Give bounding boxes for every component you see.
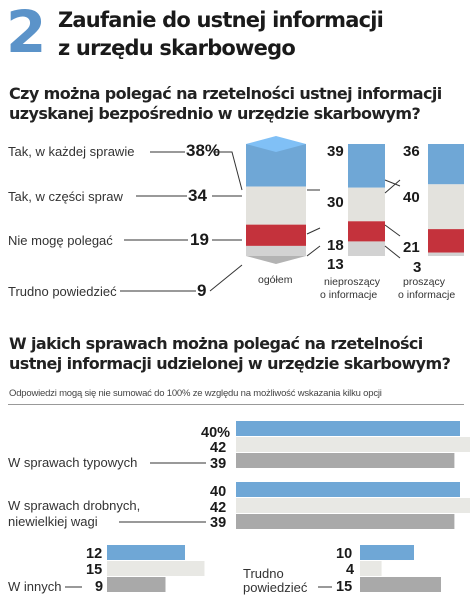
value-hard-1: 10 — [336, 546, 352, 562]
col3-label-some-cases: 40 — [403, 189, 420, 206]
question-1-line2: uzyskanej bezpośrednio w urzędzie skarbo… — [9, 104, 421, 123]
category-label-not-asking-1: nieproszący — [324, 276, 381, 288]
col3-segment-hard-to-say — [428, 252, 464, 256]
value-typical-2: 42 — [210, 440, 226, 456]
category-label-overall: ogółem — [258, 274, 293, 286]
value-minor-3: 39 — [210, 515, 226, 531]
main-bar-segment-some-cases — [246, 186, 306, 225]
group-label-minor-2: niewielkiej wagi — [8, 514, 98, 529]
hbar-other-1 — [107, 545, 185, 560]
group-label-minor-1: W sprawach drobnych, — [8, 498, 140, 513]
hbar-minor-1 — [236, 482, 460, 497]
header-title-line2: z urzędu skarbowego — [58, 36, 296, 60]
hbar-other-2 — [107, 561, 205, 576]
value-minor-2: 42 — [210, 500, 226, 516]
horizontal-bar-chart: W sprawach typowych W sprawach drobnych,… — [8, 421, 470, 595]
value-label-hard-to-say: 9 — [197, 281, 206, 300]
col2-label-every-case: 39 — [327, 143, 344, 160]
connector-line-3 — [306, 245, 401, 259]
value-label-some-cases: 34 — [188, 186, 207, 205]
hbar-minor-2 — [236, 498, 470, 513]
col2-label-some-cases: 30 — [327, 194, 344, 211]
chart-note: Odpowiedzi mogą się nie sumować do 100% … — [9, 388, 382, 399]
col2-segment-hard-to-say — [348, 241, 385, 256]
value-other-3: 9 — [95, 579, 103, 595]
question-2-line1: W jakich sprawach można polegać na rzete… — [9, 334, 423, 353]
col2-segment-every-case — [348, 144, 385, 188]
hbar-hard-3 — [360, 577, 441, 592]
col2-label-cannot-rely: 18 — [327, 237, 344, 254]
section-number: 2 — [6, 0, 47, 66]
group-label-hard-1: Trudno — [243, 566, 284, 581]
leader-line-every-case — [150, 151, 243, 191]
stacked-bar-chart: Tak, w każdej sprawie Tak, w części spra… — [8, 136, 464, 301]
col3-label-hard-to-say: 3 — [413, 259, 421, 276]
hbar-typical-3 — [236, 453, 455, 468]
value-other-2: 15 — [86, 562, 102, 578]
main-stacked-bar — [246, 136, 306, 264]
value-other-1: 12 — [86, 546, 102, 562]
value-hard-3: 15 — [336, 579, 352, 595]
category-label-asking-2: o informacje — [398, 289, 455, 301]
question-1-line1: Czy można polegać na rzetelności ustnej … — [9, 84, 442, 103]
question-2-line2: ustnej informacji udzielonej w urzędzie … — [9, 354, 451, 373]
main-bar-segment-hard-to-say — [246, 245, 306, 256]
value-hard-2: 4 — [346, 562, 354, 578]
legend-label-some-cases: Tak, w części spraw — [8, 189, 123, 204]
col2-segment-cannot-rely — [348, 221, 385, 242]
legend-label-cannot-rely: Nie mogę polegać — [8, 233, 113, 248]
legend-label-every-case: Tak, w każdej sprawie — [8, 144, 134, 159]
main-bar-bottom-face — [246, 256, 306, 264]
hbar-typical-1 — [236, 421, 460, 436]
value-minor-1: 40 — [210, 484, 226, 500]
hbar-minor-3 — [236, 514, 455, 529]
leader-line-hard-to-say — [120, 264, 243, 292]
category-label-asking-1: proszący — [403, 276, 446, 288]
group-label-other: W innych — [8, 579, 61, 594]
header-title-line1: Zaufanie do ustnej informacji — [58, 8, 384, 32]
col3-segment-some-cases — [428, 184, 464, 230]
comparison-stacked-bars — [348, 144, 464, 256]
connector-line-1 — [307, 179, 401, 194]
main-bar-top-face — [246, 136, 306, 152]
value-typical-3: 39 — [210, 456, 226, 472]
horizontal-bars — [107, 421, 470, 592]
value-label-every-case: 38% — [186, 141, 220, 160]
col3-segment-cannot-rely — [428, 229, 464, 253]
hbar-other-3 — [107, 577, 166, 592]
category-label-not-asking-2: o informacje — [320, 289, 377, 301]
col2-label-hard-to-say: 13 — [327, 256, 344, 273]
value-typical-1: 40% — [201, 425, 230, 441]
note-divider — [8, 404, 464, 405]
col3-label-every-case: 36 — [403, 143, 420, 160]
col3-segment-every-case — [428, 144, 464, 185]
col2-segment-some-cases — [348, 187, 385, 222]
main-bar-segment-cannot-rely — [246, 224, 306, 246]
group-label-typical: W sprawach typowych — [8, 455, 137, 470]
hbar-hard-2 — [360, 561, 382, 576]
connector-line-2 — [306, 224, 401, 237]
hbar-hard-1 — [360, 545, 414, 560]
value-label-cannot-rely: 19 — [190, 230, 209, 249]
col3-label-cannot-rely: 21 — [403, 239, 420, 256]
group-label-hard-2: powiedzieć — [243, 580, 308, 595]
hbar-typical-2 — [236, 437, 470, 452]
legend-label-hard-to-say: Trudno powiedzieć — [8, 284, 117, 299]
